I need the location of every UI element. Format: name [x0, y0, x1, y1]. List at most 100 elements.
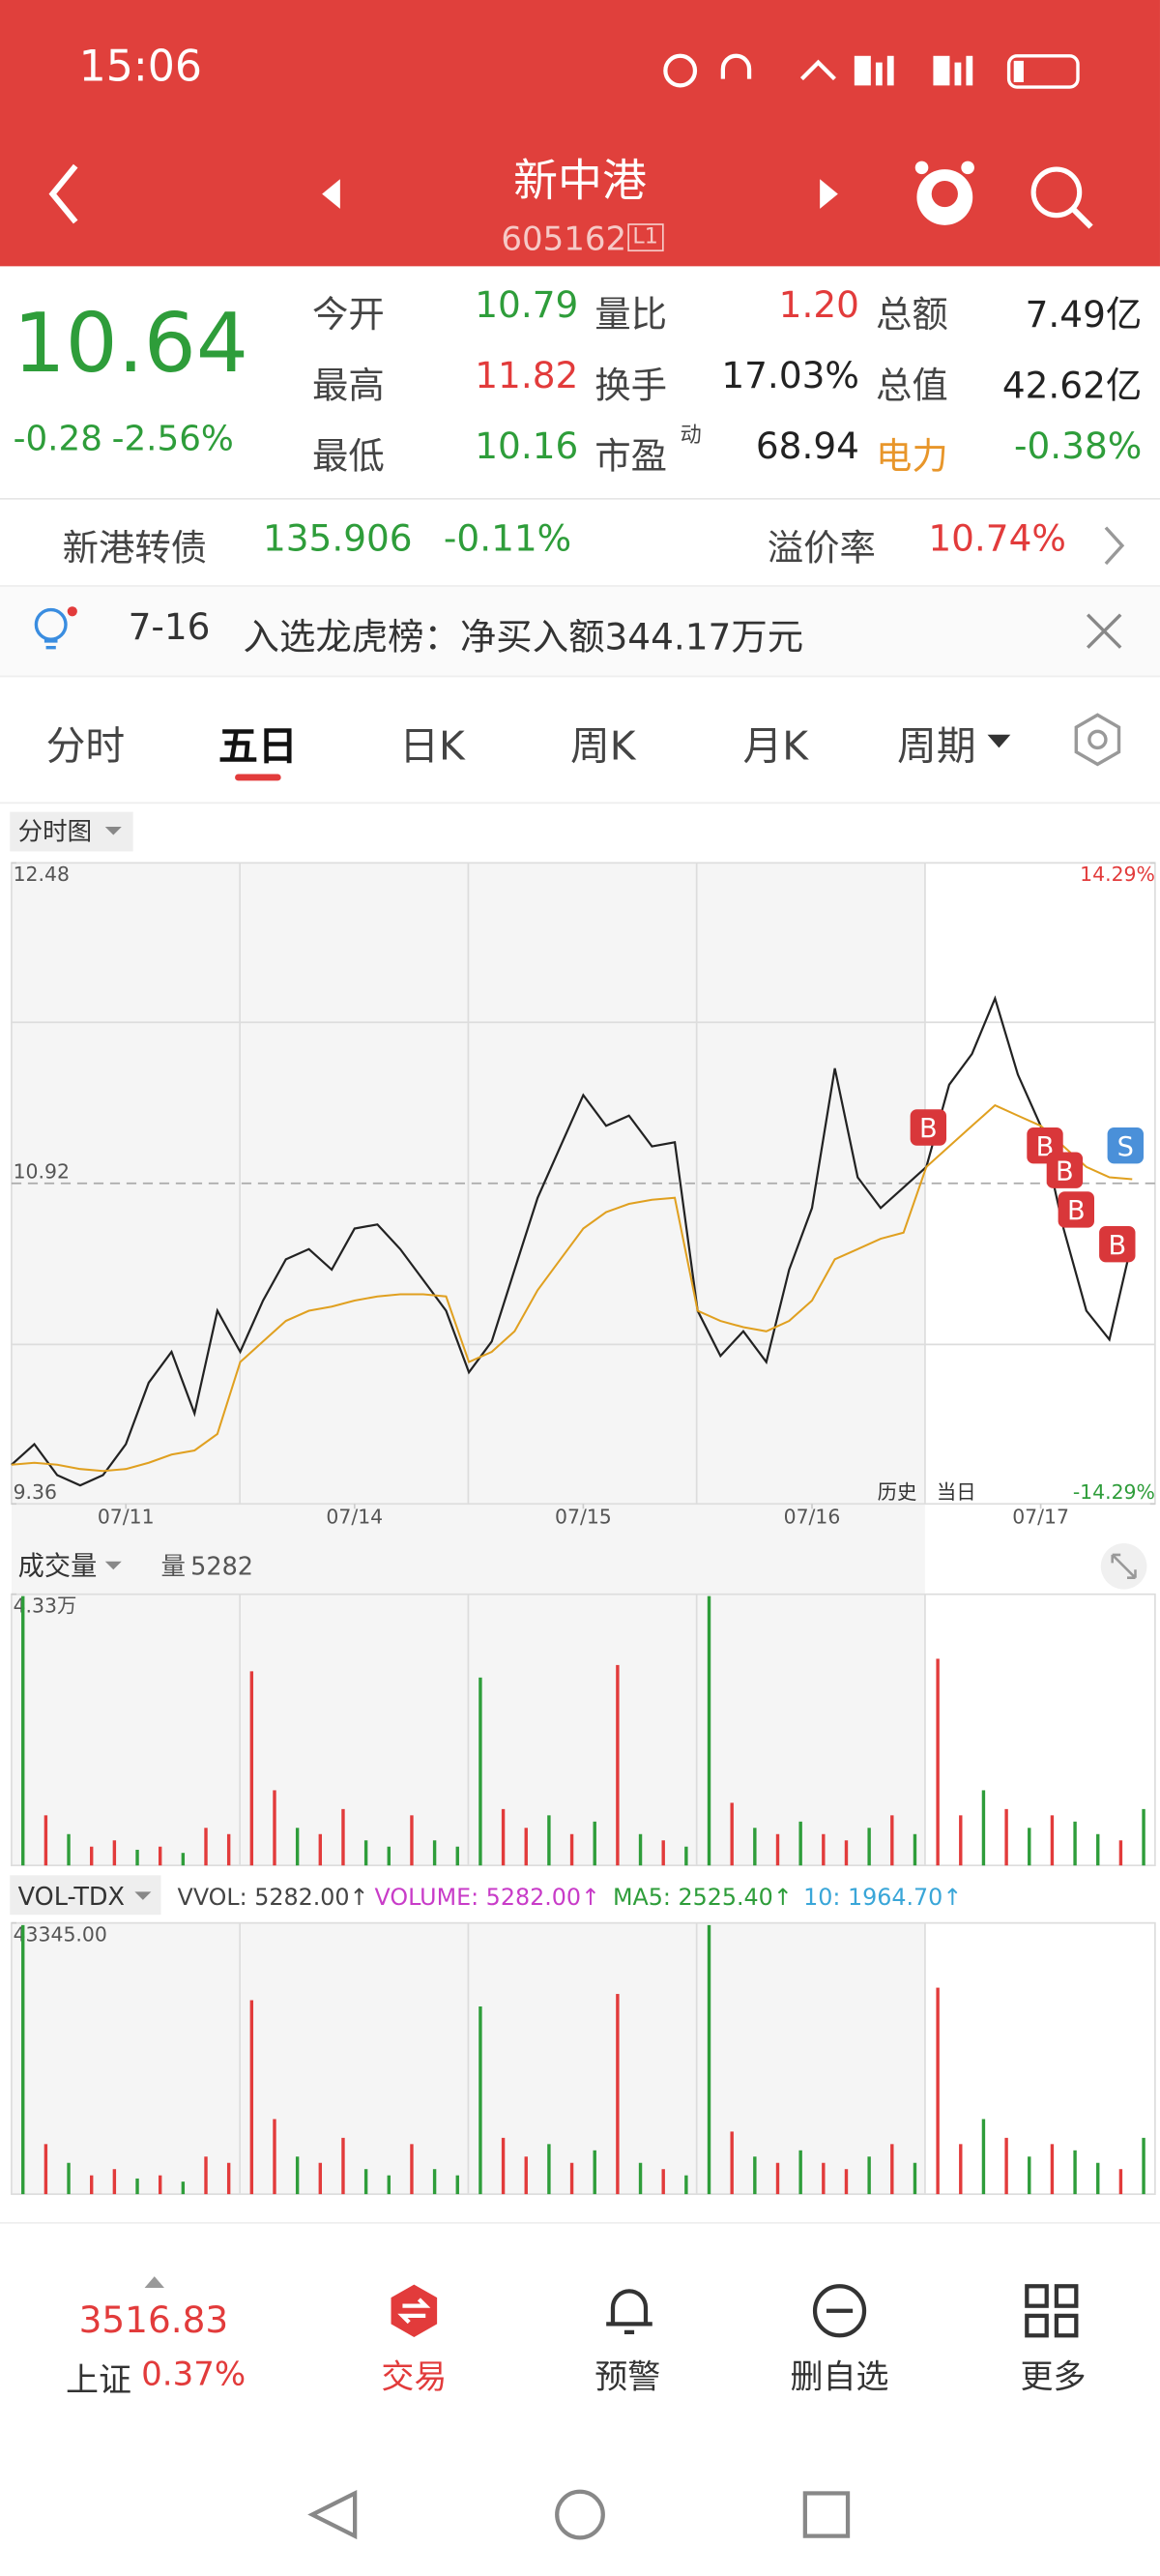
- volume-bar: [798, 1821, 802, 1866]
- chart-selector[interactable]: 分时图: [18, 818, 92, 847]
- volume-bar: [204, 2156, 208, 2195]
- price-change: -0.28: [13, 419, 102, 459]
- volume-bar: [913, 2162, 917, 2195]
- volume-bar: [21, 1924, 25, 2195]
- volume-bar: [616, 1994, 620, 2195]
- field-value: 10.79: [475, 285, 579, 328]
- volume-bar: [90, 1846, 94, 1866]
- volume-bar: [1073, 1821, 1077, 1866]
- volume-bar: [44, 1815, 48, 1866]
- volume-bar: [775, 2162, 780, 2195]
- tab[interactable]: 分时: [45, 722, 126, 770]
- volume-bar: [21, 1595, 25, 1866]
- indicator-title[interactable]: VOL-TDX: [18, 1883, 125, 1912]
- bond-arrow[interactable]: [1097, 523, 1130, 570]
- tab[interactable]: 五日: [218, 722, 298, 770]
- prev-stock[interactable]: [315, 174, 348, 214]
- nav-item[interactable]: 更多: [1020, 2356, 1087, 2397]
- volume-bar: [249, 1671, 254, 1866]
- volume-bar: [638, 1833, 643, 1866]
- tab-underline: [235, 774, 281, 781]
- field-label: 量比: [594, 295, 668, 337]
- next-stock[interactable]: [812, 174, 845, 214]
- field-label-sup: 动: [680, 424, 702, 450]
- field-value: 10.16: [475, 426, 579, 469]
- volume-bar: [1073, 2150, 1077, 2195]
- header-bar: [0, 0, 1160, 267]
- divider: [0, 802, 1160, 805]
- volume-bar: [753, 2156, 757, 2195]
- tab[interactable]: 周期: [897, 722, 976, 770]
- volume-value: 5282: [190, 1552, 253, 1581]
- tab[interactable]: 周K: [570, 722, 636, 770]
- volume-bar: [363, 1840, 368, 1866]
- mascot-icon[interactable]: [909, 158, 981, 230]
- trade-icon[interactable]: [385, 2281, 444, 2340]
- bond-name[interactable]: 新港转债: [62, 529, 208, 571]
- volume-bar: [547, 1815, 551, 1866]
- volume-bar: [112, 2169, 117, 2195]
- field-label: 总额: [875, 295, 948, 337]
- volume-bar: [44, 2144, 48, 2195]
- field-label: 总值: [875, 366, 948, 408]
- chart-area: 分时图 成交量 量 5282 VOL-TDX VVOL: 5282.00↑ VOL…: [10, 811, 1156, 2195]
- volume-bar: [1004, 2137, 1008, 2195]
- volume-bar: [478, 1677, 482, 1866]
- volume-bar: [432, 2169, 437, 2195]
- remove-icon[interactable]: [810, 2281, 869, 2340]
- volume-bar: [822, 2162, 826, 2195]
- volume-frame: [11, 1593, 1156, 1867]
- search-button[interactable]: [1026, 161, 1098, 234]
- field-value: 7.49亿: [1025, 295, 1143, 337]
- field-value: 42.62亿: [1001, 366, 1143, 408]
- y-tick-label: 12.48: [14, 863, 70, 886]
- nav-item[interactable]: 预警: [594, 2356, 661, 2397]
- more-icon[interactable]: [1022, 2281, 1081, 2340]
- alert-icon[interactable]: [599, 2281, 658, 2340]
- notice-bar[interactable]: [0, 585, 1160, 678]
- volume-bar: [135, 1849, 139, 1866]
- volume-bar: [112, 1840, 117, 1866]
- tab[interactable]: 月K: [742, 722, 809, 770]
- volume-bar: [593, 2150, 596, 2195]
- divider: [0, 498, 1160, 500]
- settings-button[interactable]: [1068, 710, 1127, 769]
- notice-close[interactable]: [1081, 608, 1127, 655]
- status-icons: [663, 53, 1080, 89]
- volume-bar: [936, 1987, 940, 2195]
- volume-bar: [1050, 2144, 1055, 2195]
- trade-signal: B: [1067, 1196, 1086, 1226]
- indicator-value: MA5: 2525.40↑: [613, 1884, 793, 1911]
- premium-value: 10.74%: [928, 519, 1066, 561]
- indicator-selector-bg[interactable]: [10, 1875, 161, 1916]
- y2-tick-label: 14.29%: [1080, 863, 1155, 886]
- back-button[interactable]: [36, 156, 102, 231]
- volume-bar: [707, 1595, 711, 1866]
- nav-item[interactable]: 删自选: [790, 2356, 889, 2397]
- nav-recent[interactable]: [802, 2491, 851, 2538]
- nav-item[interactable]: 交易: [381, 2356, 448, 2397]
- volume-bar: [593, 1821, 596, 1866]
- volume-bar: [638, 2162, 643, 2195]
- index-value[interactable]: 3516.83: [78, 2300, 229, 2343]
- volume-bar: [181, 2181, 186, 2195]
- notice-date: 7-16: [128, 607, 211, 650]
- annotation: 当日: [937, 1480, 976, 1504]
- nav-home[interactable]: [555, 2489, 605, 2540]
- trade-signal: B: [919, 1114, 938, 1144]
- volume-bar: [1118, 2169, 1123, 2195]
- nav-back[interactable]: [307, 2490, 358, 2540]
- volume-bar: [936, 1658, 940, 1866]
- volume-bar: [569, 1833, 574, 1866]
- field-label: 最高: [311, 366, 385, 408]
- last-price: 10.64: [13, 295, 248, 392]
- volume-bar: [798, 2150, 802, 2195]
- volume-title[interactable]: 成交量: [18, 1551, 98, 1581]
- volume-bar: [341, 2137, 345, 2195]
- price-line: [11, 995, 1134, 1487]
- index-change: 0.37%: [141, 2353, 246, 2393]
- tab[interactable]: 日K: [399, 722, 465, 770]
- volume-bar: [318, 1833, 323, 1866]
